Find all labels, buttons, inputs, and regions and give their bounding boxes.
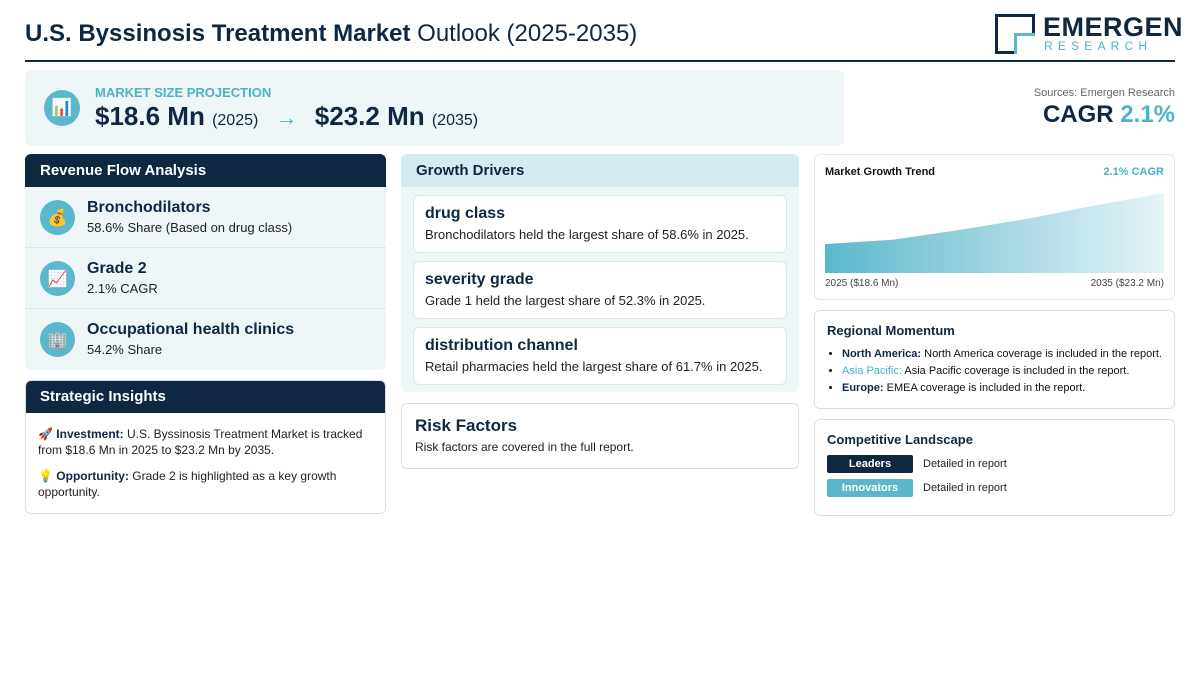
- region-item: Asia Pacific: Asia Pacific coverage is i…: [842, 365, 1162, 378]
- revenue-item-title: Occupational health clinics: [87, 321, 295, 338]
- region-text: North America coverage is included in th…: [924, 348, 1162, 360]
- arrow-right-icon: →: [275, 105, 298, 130]
- chart-end-label: 2035 ($23.2 Mn): [1090, 278, 1164, 289]
- investment-label: Investment:: [56, 427, 124, 441]
- risk-factors-title: Risk Factors: [415, 416, 518, 435]
- logo-mark-icon: [995, 14, 1035, 54]
- driver-text: Grade 1 held the largest share of 52.3% …: [425, 293, 706, 308]
- region-item: Europe: EMEA coverage is included in the…: [842, 382, 1162, 395]
- revenue-item: 💰 Bronchodilators 58.6% Share (Based on …: [25, 187, 386, 248]
- region-name: Asia Pacific:: [842, 365, 902, 377]
- revenue-item: 🏢 Occupational health clinics 54.2% Shar…: [25, 309, 386, 370]
- investment-text: U.S. Byssinosis Treatment Market is trac…: [38, 427, 363, 457]
- innovators-badge: Innovators: [827, 479, 913, 497]
- regional-momentum-title: Regional Momentum: [827, 323, 955, 338]
- cagr-headline: CAGR 2.1%: [1034, 101, 1175, 129]
- driver-title: distribution channel: [425, 337, 578, 354]
- light-bulb-icon: 💡: [38, 469, 53, 483]
- competitive-landscape-card: Competitive Landscape Leaders Detailed i…: [814, 419, 1175, 516]
- market-size-projection: 📊 MARKET SIZE PROJECTION $18.6 Mn (2025)…: [25, 70, 844, 146]
- region-text: Asia Pacific coverage is included in the…: [904, 365, 1130, 377]
- end-year: (2035): [431, 112, 479, 129]
- driver-item: severity grade Grade 1 held the largest …: [413, 261, 787, 319]
- revenue-flow-card: Revenue Flow Analysis 💰 Bronchodilators …: [25, 154, 386, 370]
- money-bag-icon: 💰: [40, 200, 75, 235]
- end-value: $23.2 Mn: [314, 101, 425, 131]
- investment-insight: 🚀 Investment: U.S. Byssinosis Treatment …: [38, 426, 374, 458]
- revenue-flow-title: Revenue Flow Analysis: [25, 154, 386, 187]
- competitive-landscape-title: Competitive Landscape: [827, 432, 973, 447]
- logo-subtitle: RESEARCH: [1044, 39, 1153, 53]
- innovators-desc: Detailed in report: [923, 482, 1007, 494]
- title-bold: U.S. Byssinosis Treatment Market: [25, 20, 411, 47]
- growth-area-chart: [825, 193, 1164, 273]
- chart-start-label: 2025 ($18.6 Mn): [825, 278, 899, 289]
- opportunity-insight: 💡 Opportunity: Grade 2 is highlighted as…: [38, 468, 374, 500]
- start-value: $18.6 Mn: [95, 101, 205, 131]
- sources-text: Sources: Emergen Research: [1033, 87, 1175, 99]
- leaders-badge: Leaders: [827, 455, 913, 473]
- driver-text: Bronchodilators held the largest share o…: [425, 227, 749, 242]
- emergen-logo[interactable]: EMERGEN RESEARCH: [995, 12, 1183, 56]
- market-growth-trend-card: Market Growth Trend 2.1% CAGR 2025 ($18.…: [814, 154, 1175, 300]
- title-light: Outlook (2025-2035): [417, 20, 638, 47]
- cagr-summary: Sources: Emergen Research CAGR 2.1%: [1034, 87, 1175, 129]
- growth-drivers-card: Growth Drivers drug class Bronchodilator…: [401, 154, 799, 392]
- region-item: North America: North America coverage is…: [842, 348, 1162, 361]
- page-header: U.S. Byssinosis Treatment Market Outlook…: [25, 12, 1183, 62]
- opportunity-text: Grade 2 is highlighted as a key growth o…: [38, 469, 337, 499]
- driver-title: drug class: [425, 205, 506, 222]
- risk-factors-text: Risk factors are covered in the full rep…: [415, 440, 634, 454]
- revenue-item-sub: 2.1% CAGR: [87, 281, 158, 296]
- opportunity-label: Opportunity:: [56, 469, 129, 483]
- driver-title: severity grade: [425, 271, 534, 288]
- projection-values: $18.6 Mn (2025) → $23.2 Mn (2035): [95, 101, 478, 132]
- revenue-item: 📈 Grade 2 2.1% CAGR: [25, 248, 386, 309]
- bar-chart-icon: 📊: [44, 90, 80, 126]
- revenue-item-title: Bronchodilators: [87, 199, 211, 216]
- page-title: U.S. Byssinosis Treatment Market Outlook…: [25, 20, 637, 48]
- revenue-item-title: Grade 2: [87, 260, 147, 277]
- chart-title: Market Growth Trend: [825, 166, 936, 178]
- chart-cagr-annotation: 2.1% CAGR: [1103, 166, 1164, 178]
- strategic-insights-title: Strategic Insights: [26, 381, 385, 413]
- cagr-label: CAGR: [1042, 101, 1114, 128]
- growth-area-series: [825, 193, 1164, 273]
- driver-item: drug class Bronchodilators held the larg…: [413, 195, 787, 253]
- regional-momentum-card: Regional Momentum North America: North A…: [814, 310, 1175, 409]
- strategic-insights-card: Strategic Insights 🚀 Investment: U.S. By…: [25, 380, 386, 514]
- leaders-desc: Detailed in report: [923, 458, 1007, 470]
- revenue-item-sub: 58.6% Share (Based on drug class): [87, 220, 293, 235]
- region-name: Europe:: [842, 382, 884, 394]
- growth-drivers-title: Growth Drivers: [401, 154, 799, 187]
- cagr-value: 2.1%: [1120, 101, 1175, 128]
- rocket-icon: 🚀: [38, 427, 53, 441]
- projection-label: MARKET SIZE PROJECTION: [95, 85, 272, 100]
- logo-name: EMERGEN: [1043, 12, 1184, 42]
- chart-increasing-icon: 📈: [40, 261, 75, 296]
- driver-text: Retail pharmacies held the largest share…: [425, 359, 763, 374]
- risk-factors-card: Risk Factors Risk factors are covered in…: [401, 403, 799, 469]
- start-year: (2025): [212, 112, 259, 129]
- region-list: North America: North America coverage is…: [842, 348, 1162, 399]
- driver-item: distribution channel Retail pharmacies h…: [413, 327, 787, 385]
- region-name: North America:: [842, 348, 922, 360]
- revenue-item-sub: 54.2% Share: [87, 342, 163, 357]
- region-text: EMEA coverage is included in the report.: [886, 382, 1086, 394]
- office-building-icon: 🏢: [40, 322, 75, 357]
